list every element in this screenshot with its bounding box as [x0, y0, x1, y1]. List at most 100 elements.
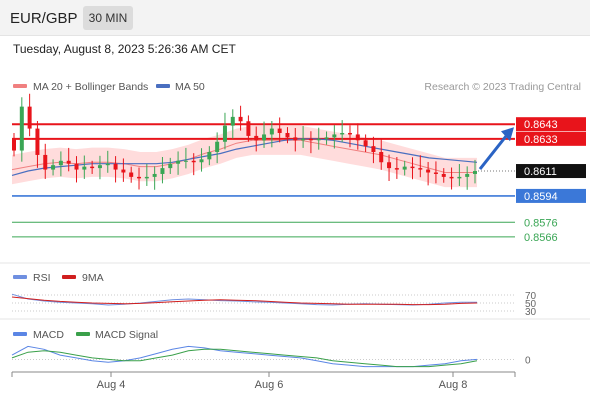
candle-body [301, 138, 306, 141]
ma50-legend-label: MA 50 [175, 81, 205, 93]
candle-body [340, 132, 345, 135]
candle-body [51, 165, 56, 170]
level-label-0.8566: 0.8566 [524, 232, 558, 244]
level-label-0.8643: 0.8643 [524, 119, 558, 131]
rsi-tick-label: 30 [525, 307, 537, 318]
candle-body [433, 172, 438, 174]
candle-body [379, 152, 384, 163]
candle-body [230, 116, 235, 126]
candle-body [308, 138, 313, 141]
candle-body [97, 165, 102, 169]
rsi-ma-legend-label: 9MA [82, 272, 104, 284]
candle-body [35, 128, 40, 155]
level-label-0.8633: 0.8633 [524, 134, 558, 146]
level-label-0.8611: 0.8611 [524, 166, 557, 178]
rsi-tick-label: 50 [525, 299, 537, 310]
candle-body [410, 166, 415, 169]
x-tick-label: Aug 6 [255, 379, 284, 391]
macd-panel: MACD MACD Signal 0 [11, 329, 531, 368]
candle-body [105, 163, 110, 166]
toolbar: EUR/GBP 30 MIN [0, 0, 590, 36]
level-tag-0.8594 [516, 188, 586, 203]
x-tick-label: Aug 4 [97, 379, 126, 391]
forecast-arrow-shaft [478, 135, 508, 170]
rsi-ma-legend-swatch [62, 275, 76, 279]
candle-body [441, 173, 446, 177]
candle-body [426, 169, 431, 173]
candle-body [90, 166, 95, 169]
candle-body [82, 166, 87, 170]
candle-body [449, 176, 454, 179]
candle-body [144, 176, 149, 179]
candle-body [293, 137, 298, 141]
candle-body [285, 132, 290, 138]
legend: MA 20 + Bollinger Bands MA 50 Research © 2… [13, 81, 581, 93]
macd-signal-line [11, 348, 478, 368]
rsi-ma-line [11, 296, 478, 306]
bollinger-band [12, 125, 477, 188]
candles-layer [12, 93, 477, 190]
macd-legend-swatch [13, 332, 27, 336]
candle-body [207, 152, 212, 160]
level-label-0.8576: 0.8576 [524, 217, 558, 229]
timeframe-button[interactable]: 30 MIN [83, 6, 133, 30]
candle-body [324, 137, 329, 139]
candle-body [152, 173, 157, 177]
candle-body [222, 125, 227, 142]
candle-body [347, 132, 352, 135]
candle-body [262, 134, 267, 141]
bollinger-legend-label: MA 20 + Bollinger Bands [33, 81, 148, 93]
forecast-arrow-head [501, 127, 514, 142]
candle-body [254, 135, 259, 141]
ma50-line [11, 138, 478, 176]
candle-body [355, 134, 360, 141]
macd-signal-legend-swatch [76, 332, 90, 336]
macd-signal-legend-label: MACD Signal [95, 329, 158, 341]
macd-legend-label: MACD [33, 329, 64, 341]
level-tag-0.8643 [516, 117, 586, 132]
candle-body [176, 160, 181, 164]
candle-body [316, 138, 321, 141]
candle-body [19, 106, 24, 151]
ma20-line [11, 139, 477, 173]
candle-body [215, 141, 220, 153]
timestamp: Tuesday, August 8, 2023 5:26:36 AM CET [13, 42, 236, 56]
candle-body [43, 154, 48, 170]
rsi-legend-swatch [13, 275, 27, 279]
rsi-legend-label: RSI [33, 272, 51, 284]
candle-body [66, 160, 71, 164]
candle-body [371, 146, 376, 153]
candle-body [137, 176, 142, 179]
candle-body [183, 160, 188, 162]
candle-body [465, 173, 470, 177]
candle-body [387, 162, 392, 169]
level-tag-0.8633 [516, 131, 586, 146]
candle-body [269, 128, 274, 135]
candle-body [121, 169, 126, 173]
candle-body [191, 160, 196, 163]
moving-average-layer [11, 138, 478, 176]
candle-body [238, 116, 243, 122]
candle-body [27, 106, 32, 129]
candle-body [332, 134, 337, 138]
bollinger-legend-swatch [13, 84, 27, 88]
x-axis: Aug 4 Aug 6 Aug 8 [0, 262, 590, 391]
macd-tick-label: 0 [525, 355, 531, 366]
rsi-tick-label: 70 [525, 291, 537, 302]
candle-body [277, 128, 282, 133]
candle-body [402, 166, 407, 170]
candle-body [457, 176, 462, 179]
candle-body [394, 168, 399, 170]
symbol-title: EUR/GBP [10, 10, 78, 27]
candle-body [168, 163, 173, 169]
candle-body [363, 140, 368, 147]
level-tag-0.8611 [516, 164, 586, 179]
level-label-0.8594: 0.8594 [524, 191, 558, 203]
x-tick-label: Aug 8 [439, 379, 468, 391]
bollinger-band-layer [12, 125, 477, 188]
rsi-line [11, 293, 477, 306]
candle-body [160, 168, 165, 174]
candle-body [473, 171, 477, 174]
